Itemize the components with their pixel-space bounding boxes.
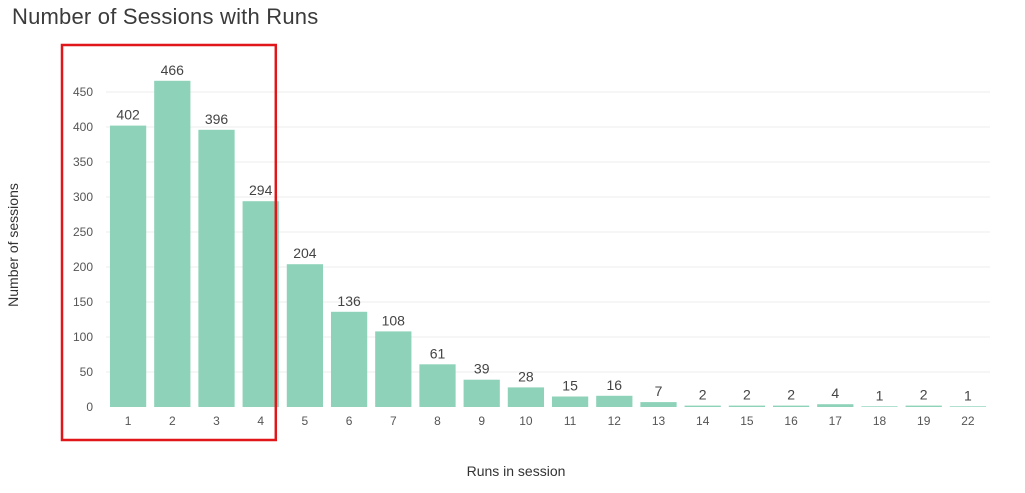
y-tick-label: 200 — [73, 260, 93, 274]
y-tick-label: 450 — [73, 85, 93, 99]
bar-13[interactable] — [640, 402, 677, 407]
bar-6[interactable] — [330, 311, 368, 407]
y-axis-title: Number of sessions — [5, 183, 21, 307]
bar-2[interactable] — [154, 80, 191, 408]
bar-22[interactable] — [949, 406, 987, 407]
data-label-3: 396 — [205, 111, 229, 127]
x-tick-label-18: 18 — [873, 414, 887, 428]
x-tick-label-2: 2 — [169, 414, 176, 428]
x-tick-label-9: 9 — [478, 414, 485, 428]
bar-5[interactable] — [286, 264, 324, 407]
x-tick-label-22: 22 — [961, 414, 975, 428]
y-tick-label: 350 — [73, 155, 93, 169]
bar-19[interactable] — [905, 405, 942, 407]
data-label-12: 16 — [607, 377, 623, 393]
bar-7[interactable] — [375, 331, 412, 407]
x-tick-label-13: 13 — [652, 414, 666, 428]
x-tick-label-17: 17 — [829, 414, 843, 428]
y-tick-label: 300 — [73, 190, 93, 204]
bar-16[interactable] — [772, 405, 810, 407]
data-labels: 402 466 396 294 204 136 108 61 39 28 15 16 7 2 2 2 4 1 2 1 — [116, 62, 972, 403]
x-tick-label-11: 11 — [564, 414, 577, 428]
x-tick-label-6: 6 — [346, 414, 353, 428]
x-tick-label-19: 19 — [917, 414, 931, 428]
x-tick-label-3: 3 — [213, 414, 220, 428]
y-tick-label: 100 — [73, 330, 93, 344]
y-axis-ticks: 0 50 100 150 200 250 300 350 400 450 — [73, 85, 93, 414]
data-label-11: 15 — [562, 378, 578, 394]
bar-11[interactable] — [551, 396, 589, 408]
bar-12[interactable] — [596, 395, 633, 407]
y-tick-label: 50 — [80, 365, 94, 379]
data-label-13: 7 — [655, 383, 663, 399]
bar-15[interactable] — [728, 405, 766, 407]
bar-9[interactable] — [463, 379, 500, 407]
chart-title: Number of Sessions with Runs — [12, 4, 319, 29]
x-axis-ticks: 1 2 3 4 5 6 7 8 9 10 11 12 13 14 15 16 17 18 19 22 — [125, 414, 975, 428]
data-label-18: 1 — [876, 387, 884, 403]
data-label-5: 204 — [293, 245, 317, 261]
data-label-2: 466 — [161, 62, 185, 78]
x-tick-label-1: 1 — [125, 414, 132, 428]
bar-8[interactable] — [419, 364, 456, 407]
data-label-16: 2 — [787, 387, 795, 403]
x-tick-label-14: 14 — [696, 414, 710, 428]
data-label-17: 4 — [831, 385, 839, 401]
y-tick-label: 400 — [73, 120, 93, 134]
bar-18[interactable] — [861, 406, 898, 407]
data-label-7: 108 — [382, 312, 406, 328]
data-label-6: 136 — [337, 293, 361, 309]
x-tick-label-7: 7 — [390, 414, 397, 428]
data-label-8: 61 — [430, 345, 446, 361]
x-tick-label-16: 16 — [784, 414, 798, 428]
data-label-15: 2 — [743, 387, 751, 403]
data-label-1: 402 — [116, 107, 140, 123]
y-tick-label: 0 — [86, 400, 93, 414]
bar-3[interactable] — [198, 129, 235, 408]
gridlines — [106, 91, 990, 373]
data-label-19: 2 — [920, 387, 928, 403]
data-label-9: 39 — [474, 361, 490, 377]
x-tick-label-8: 8 — [434, 414, 441, 428]
y-tick-label: 250 — [73, 225, 93, 239]
x-axis-title: Runs in session — [467, 463, 566, 479]
bars — [109, 80, 987, 408]
highlight-box — [60, 43, 278, 442]
data-label-10: 28 — [518, 368, 534, 384]
x-tick-label-4: 4 — [257, 414, 264, 428]
x-tick-label-12: 12 — [608, 414, 622, 428]
data-label-22: 1 — [964, 387, 972, 403]
bar-10[interactable] — [507, 387, 545, 407]
y-tick-label: 150 — [73, 295, 93, 309]
bar-1[interactable] — [109, 125, 147, 407]
bar-14[interactable] — [684, 405, 721, 407]
data-label-4: 294 — [249, 182, 273, 198]
data-label-14: 2 — [699, 387, 707, 403]
x-tick-label-5: 5 — [302, 414, 309, 428]
x-tick-label-15: 15 — [740, 414, 754, 428]
bar-4[interactable] — [242, 201, 279, 407]
x-tick-label-10: 10 — [519, 414, 533, 428]
bar-17[interactable] — [817, 404, 854, 407]
